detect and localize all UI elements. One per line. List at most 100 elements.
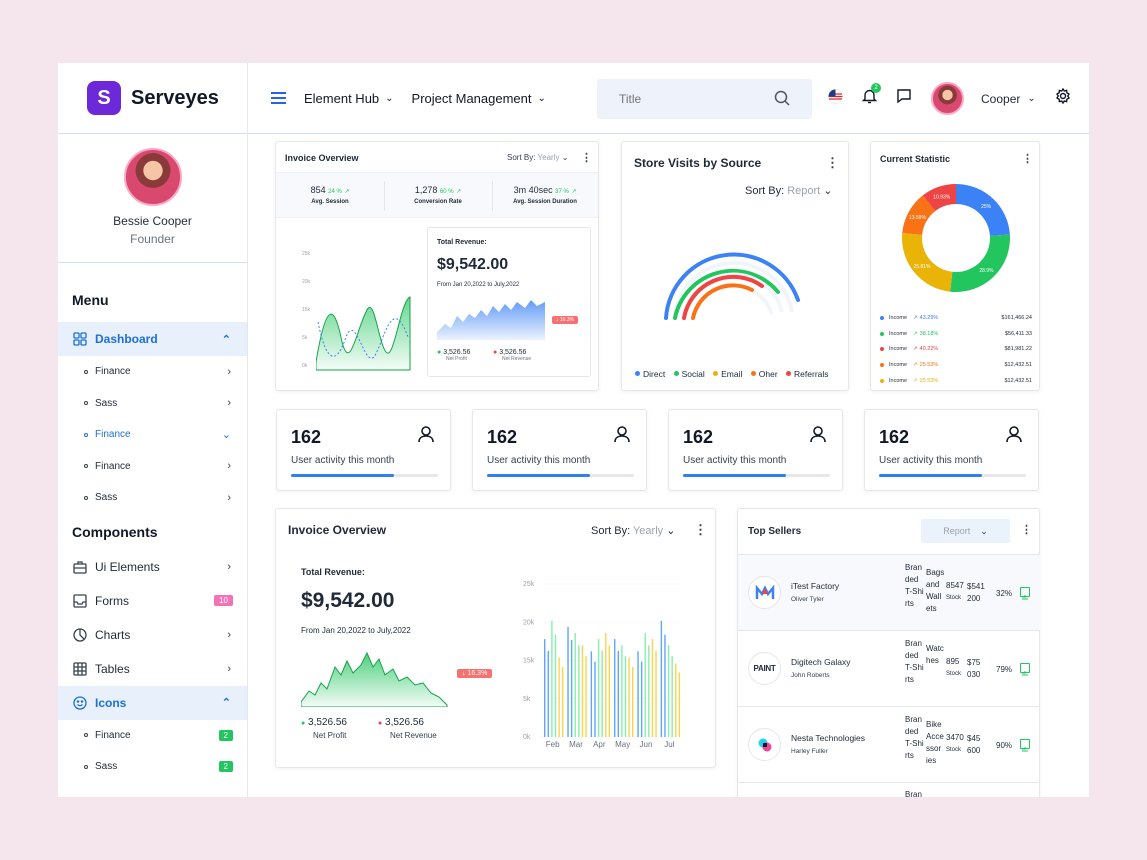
more-options-icon[interactable]: ⋮	[581, 152, 592, 164]
metric-label: Avg. Session	[311, 199, 349, 205]
bar	[648, 645, 650, 737]
status-dot	[880, 363, 884, 368]
more-options-icon[interactable]: ⋮	[694, 522, 707, 537]
y-tick: 15k	[302, 307, 311, 313]
sidebar-subitem-finance-active[interactable]: Finance ⌄	[58, 419, 247, 451]
bar	[632, 666, 634, 737]
y-tick: 25k	[302, 251, 311, 257]
sidebar-item-label: Sass	[95, 761, 118, 773]
sidebar-subitem-finance[interactable]: Finance 2	[58, 720, 247, 752]
top-header: Element Hub ⌄ Project Management ⌄ 2	[248, 63, 1089, 134]
chart-bar-icon[interactable]	[1020, 663, 1030, 676]
chart-bar-icon[interactable]	[1020, 587, 1030, 600]
user-name[interactable]: Cooper	[981, 91, 1021, 106]
status-dot	[880, 347, 884, 352]
sidebar-item-charts[interactable]: Charts ›	[58, 618, 247, 652]
donut-slice	[922, 184, 956, 212]
bullet-icon	[84, 464, 88, 469]
hamburger-menu-icon[interactable]	[271, 89, 286, 107]
sidebar-subitem-sass[interactable]: Sass ›	[58, 482, 247, 514]
bar	[678, 672, 681, 737]
sidebar-item-forms[interactable]: Forms 10	[58, 584, 247, 618]
sidebar-item-ui-elements[interactable]: Ui Elements ›	[58, 550, 247, 584]
trend-up-icon: ↗	[456, 189, 462, 195]
brand-logo[interactable]: S Serveyes	[58, 63, 247, 134]
nav-project-management[interactable]: Project Management ⌄	[412, 91, 546, 106]
sidebar-subitem-sass[interactable]: Sass 2	[58, 751, 247, 783]
bar	[570, 640, 573, 737]
chat-icon[interactable]	[896, 88, 912, 109]
table-row[interactable]: PAINT Digitech Galaxy John Roberts Bran …	[738, 630, 1040, 706]
sidebar-item-dashboard[interactable]: Dashboard ⌃	[58, 322, 247, 356]
sidebar-item-label: Finance	[95, 460, 131, 472]
stat-label: User activity this month	[683, 455, 787, 466]
table-row[interactable]: iTest Factory Oliver Tyler Bran ded T-Sh…	[738, 554, 1040, 630]
stat-label: User activity this month	[291, 455, 395, 466]
sidebar-subitem-sass[interactable]: Sass ›	[58, 388, 247, 420]
sidebar-item-label: Finance	[95, 429, 131, 441]
more-options-icon[interactable]: ⋮	[826, 155, 839, 170]
legend-label: Oher	[758, 368, 778, 379]
sort-value: Yearly	[632, 525, 664, 537]
stat-card: 162 User activity this month	[864, 409, 1039, 491]
chart-bar-icon[interactable]	[1020, 739, 1030, 752]
stat-value: 162	[879, 427, 910, 447]
donut-slice-label: 13.59%	[909, 215, 927, 221]
search-input[interactable]	[619, 92, 769, 106]
sidebar-item-tables[interactable]: Tables ›	[58, 652, 247, 686]
bar	[637, 651, 639, 737]
sort-dropdown[interactable]: Sort By: Report ⌄	[745, 184, 833, 197]
sidebar-item-label: Finance	[95, 729, 131, 741]
chevron-down-icon[interactable]: ⌄	[1027, 93, 1036, 104]
report-dropdown[interactable]: Report ⌄	[921, 519, 1010, 543]
donut-slice	[902, 195, 936, 235]
donut-slice	[950, 234, 1010, 292]
chevron-up-icon: ⌃	[221, 697, 231, 709]
row-label: Income	[889, 330, 908, 337]
sort-label: Sort By:	[591, 525, 631, 537]
more-options-icon[interactable]: ⋮	[1021, 524, 1032, 536]
more-options-icon[interactable]: ⋮	[1022, 153, 1033, 165]
bell-icon[interactable]: 2	[861, 83, 881, 109]
row-value: $12,432.51	[1004, 362, 1032, 369]
stock-label: Stock	[946, 595, 962, 601]
chevron-down-icon: ⌄	[537, 92, 546, 104]
us-flag-icon[interactable]	[828, 88, 843, 109]
company-logo	[748, 576, 781, 609]
net-revenue-value: 3,526.56	[499, 349, 527, 356]
bar	[578, 645, 580, 737]
chevron-right-icon: ›	[227, 491, 231, 504]
briefcase-icon	[72, 559, 87, 574]
user-icon	[612, 424, 632, 449]
change-value: 16.3%	[559, 317, 575, 323]
metric-avg-session: 854 24 % ↗ Avg. Session	[276, 185, 384, 205]
count-badge: 2	[218, 729, 233, 741]
legend-item-direct: Direct	[635, 369, 665, 379]
legend-label: Email	[721, 368, 743, 379]
sort-dropdown[interactable]: Sort By: Yearly ⌄	[507, 153, 568, 162]
store-visits-card: Store Visits by Source ⋮ Sort By: Report…	[621, 141, 849, 391]
bullet-icon	[84, 369, 88, 374]
user-avatar[interactable]	[931, 82, 964, 115]
row-change: 25.53%	[919, 362, 939, 369]
avatar[interactable]	[123, 148, 182, 206]
sidebar-item-icons[interactable]: Icons ⌃	[58, 685, 247, 720]
sidebar-subitem-finance[interactable]: Finance ›	[58, 356, 247, 388]
bar	[628, 657, 630, 737]
trend-up-icon: ↗	[344, 189, 350, 195]
net-revenue-label: Net Revenue	[390, 731, 437, 740]
y-tick: 0k	[302, 363, 308, 369]
company-logo: PAINT	[748, 652, 781, 685]
search-icon[interactable]	[774, 90, 790, 109]
sidebar-subitem-finance[interactable]: Finance ›	[58, 451, 247, 483]
chevron-down-icon: ⌄	[221, 429, 231, 442]
settings-gear-icon[interactable]	[1055, 87, 1071, 109]
donut-slice-label: 25.81%	[913, 264, 931, 270]
table-row[interactable]: Nesta Technologies Harley Fuller Bran de…	[738, 706, 1040, 782]
wave-area-chart	[316, 296, 411, 371]
y-tick-label: 0k	[523, 734, 531, 741]
nav-element-hub[interactable]: Element Hub ⌄	[304, 91, 394, 106]
sort-dropdown[interactable]: Sort By: Yearly ⌄	[591, 524, 675, 537]
invoice-overview-large-card: Invoice Overview Sort By: Yearly ⌄ ⋮ Tot…	[275, 508, 716, 768]
change-value: 16.3%	[467, 670, 488, 677]
